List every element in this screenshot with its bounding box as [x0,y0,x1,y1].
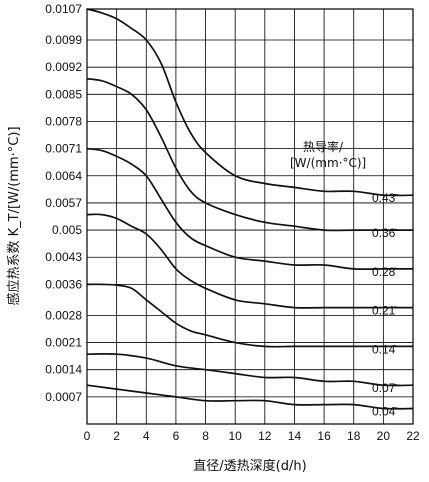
y-tick-label: 0.0057 [45,196,82,210]
x-axis-title: 直径/透热深度(d/h) [193,458,306,474]
series-leader [393,228,401,231]
tick-label-layer: 0 2 4 6 8 10 12 14 16 18 20 22 0.0107 0.0099 0.0092 0.0… [45,2,420,443]
series-label: 0.21 [372,304,396,318]
x-tick-label: 12 [258,429,272,443]
x-tick-label: 16 [317,429,331,443]
y-tick-label: 0.0071 [45,142,82,156]
x-tick-label: 18 [347,429,361,443]
series-label: 0.14 [372,342,396,356]
legend-title-line1: 热导率/ [303,139,344,154]
x-tick-label: 14 [288,429,302,443]
series-leader [393,383,401,386]
series-line-0-04 [86,384,414,410]
series-line-0-14 [86,283,413,348]
series-line-0-28 [86,147,413,271]
series-line-0-36 [86,77,413,232]
x-tick-label: 0 [84,429,91,443]
series-label: 0.07 [372,381,396,395]
y-tick-label: 0.0028 [45,308,82,322]
series-label: 0.04 [372,404,396,418]
x-tick-label: 22 [406,429,420,443]
x-tick-label: 4 [143,429,150,443]
y-tick-label: 0.0078 [45,114,82,128]
y-tick-label: 0.0036 [45,277,82,291]
y-tick-label: 0.0043 [45,250,82,264]
x-tick-label: 10 [229,429,243,443]
y-tick-label: 0.005 [52,223,82,237]
plot-frame [86,8,414,425]
series-line-0-07 [86,353,414,387]
x-tick-label: 8 [202,429,209,443]
leader-layer [393,193,401,409]
grid-layer [86,8,414,424]
y-tick-label: 0.0021 [45,336,82,350]
series-line-0-43 [86,8,414,197]
y-tick-label: 0.0014 [45,363,82,377]
x-tick-label: 2 [113,429,120,443]
series-label: 0.43 [372,191,396,205]
series-leader [393,193,401,196]
series-leader [393,306,401,309]
series-label-layer: 0.43 0.36 0.28 0.21 0.14 0.07 0.04 [372,191,396,418]
series-leader [393,407,401,409]
y-axis-title: 感应热系数 K_T/[W/(mm·°C)] [6,126,22,305]
series-label: 0.28 [372,265,396,279]
series-leader [393,267,401,270]
legend-title: 热导率/ [W/(mm·°C)] [290,139,366,170]
series-line-0-21 [86,213,413,309]
series-label: 0.36 [372,226,396,240]
legend-title-line2: [W/(mm·°C)] [290,156,366,170]
x-tick-label: 6 [173,429,180,443]
y-tick-label: 0.0099 [45,33,82,47]
series-leader [393,345,401,347]
curve-layer [86,8,414,410]
y-tick-label: 0.0007 [45,390,82,404]
x-tick-label: 20 [377,429,391,443]
y-tick-label: 0.0107 [45,2,82,16]
y-tick-label: 0.0092 [45,60,82,74]
y-tick-label: 0.0064 [45,169,82,183]
y-tick-label: 0.0085 [45,87,82,101]
